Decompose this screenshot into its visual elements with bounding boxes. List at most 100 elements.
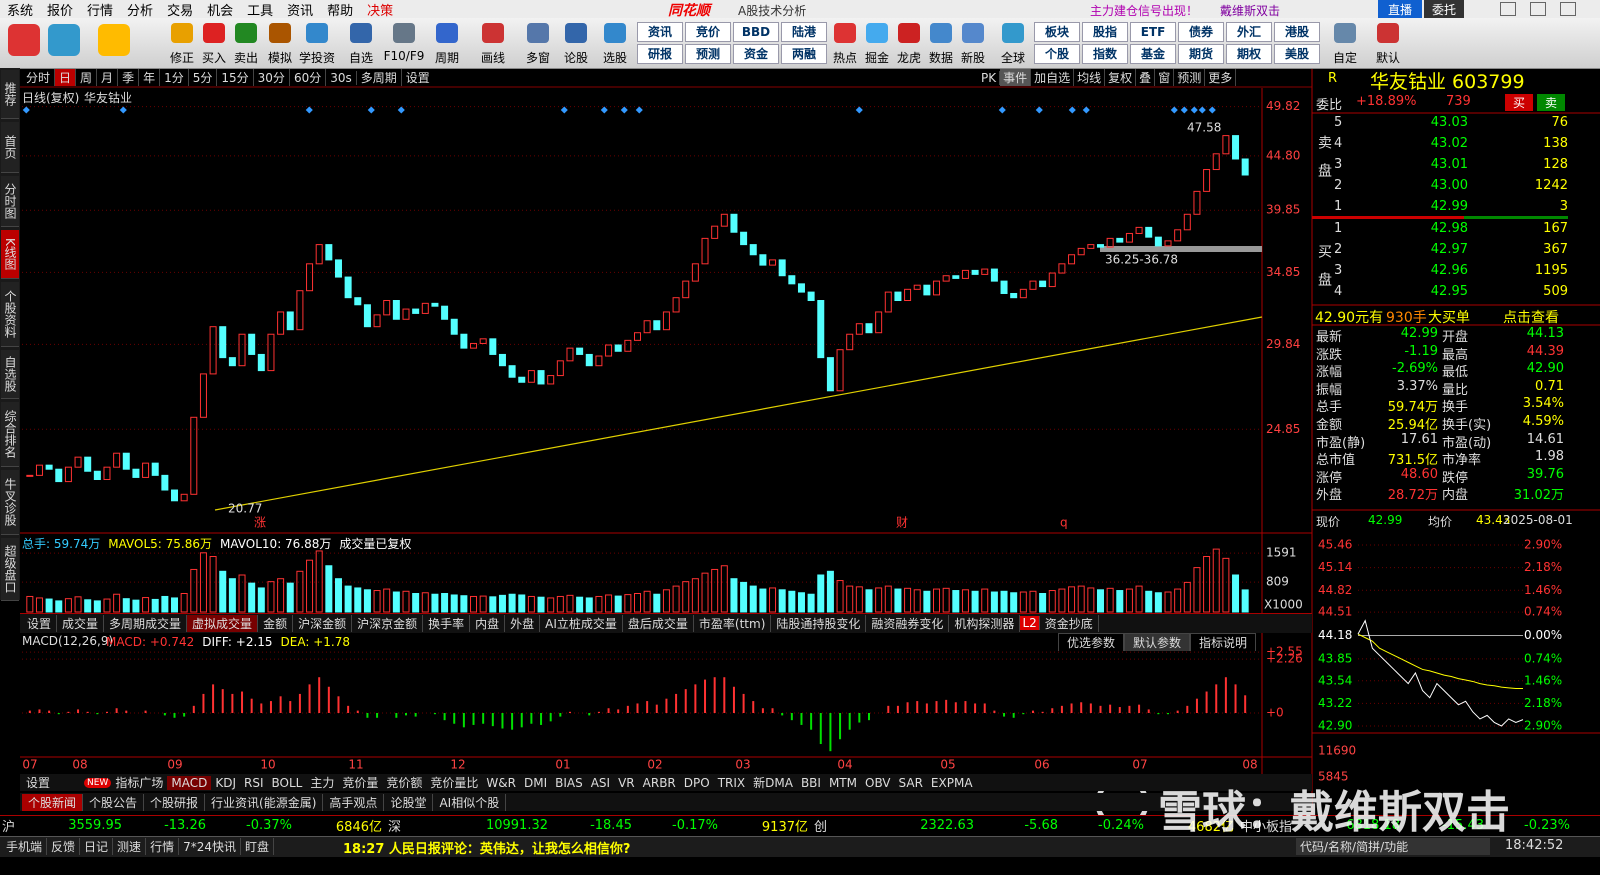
toolbar-button[interactable]: 龙虎 (896, 51, 921, 65)
toolbar-icon[interactable] (604, 23, 626, 43)
indicator-tabs-item[interactable]: 新DMA (753, 776, 793, 790)
side-tab[interactable]: 综合排名 (1, 402, 19, 467)
volume-tabs-item[interactable]: 融资融券变化 (866, 614, 950, 632)
toolbar-icon[interactable] (866, 23, 888, 43)
chart-tools-item[interactable]: 窗 (1155, 69, 1175, 86)
app-icon[interactable] (48, 24, 80, 56)
toolbar-icon[interactable] (482, 23, 504, 43)
side-tab[interactable]: 牛叉诊股 (1, 470, 19, 535)
period-tabs-item[interactable]: 多周期 (357, 69, 402, 86)
status-items-item[interactable]: 手机端 (2, 837, 48, 855)
side-tab[interactable]: 推荐 (1, 70, 19, 119)
indicator-tabs-item[interactable]: DMI (523, 775, 548, 790)
news-tabs-item[interactable]: 个股公告 (83, 793, 145, 811)
indicator-tabs-item[interactable]: RSI (244, 775, 264, 790)
quick-button[interactable]: 外汇 (1226, 22, 1272, 42)
toolbar-button[interactable]: 自选 (348, 51, 373, 65)
toolbar-button[interactable]: 模拟 (267, 51, 292, 65)
toolbar-icon[interactable] (203, 23, 225, 43)
status-items-item[interactable]: 盯盘 (241, 837, 274, 855)
indicator-tabs-item[interactable]: ARBR (642, 775, 676, 790)
indicator-tabs-item[interactable]: BIAS (555, 775, 583, 790)
search-box[interactable]: 代码/名称/简拼/功能 (1296, 838, 1490, 855)
indicator-tabs-item[interactable]: BOLL (271, 775, 303, 790)
toolbar-icon[interactable] (898, 23, 920, 43)
toolbar-icon[interactable] (1002, 23, 1024, 43)
news-tabs-item[interactable]: AI相似个股 (433, 793, 507, 811)
volume-tabs-item[interactable]: 盘后成交量 (623, 614, 694, 632)
side-tab[interactable]: K线图 (1, 230, 19, 279)
menu-bar-item[interactable]: 报价 (47, 3, 74, 19)
buy-button[interactable]: 买 (1505, 94, 1534, 111)
news-tabs-item[interactable]: 行业资讯(能源金属) (205, 793, 324, 811)
chart-tools-item[interactable]: 叠 (1136, 69, 1156, 86)
param-buttons-item[interactable]: 默认参数 (1124, 633, 1191, 651)
toolbar-button[interactable]: F10/F9 (383, 49, 425, 63)
volume-tabs-item[interactable]: 外盘 (505, 614, 541, 632)
toolbar-icon[interactable] (930, 23, 952, 43)
quick-button[interactable]: 资讯 (637, 22, 683, 42)
quick-button[interactable]: 两融 (781, 44, 827, 64)
volume-tabs-item[interactable]: 金额 (258, 614, 294, 632)
indicator-tabs-item[interactable]: VR (618, 775, 635, 790)
indicator-tabs-item[interactable]: ASI (590, 775, 611, 790)
volume-tabs-item[interactable]: 成交量 (57, 614, 105, 632)
chart-tools-item[interactable]: 均线 (1074, 69, 1106, 86)
menu-bar-item[interactable]: 机会 (207, 3, 234, 19)
toolbar-button[interactable]: 学投资 (298, 51, 335, 65)
toolbar-icon[interactable] (171, 23, 193, 43)
side-tab[interactable]: 自选股 (1, 350, 19, 399)
menu-bar-item[interactable]: 行情 (87, 3, 114, 19)
indicator-tabs-item[interactable]: 竞价量比 (430, 776, 479, 790)
chart-tools-item[interactable]: PK (978, 70, 1001, 85)
toolbar-button[interactable]: 多窗 (525, 51, 550, 65)
param-buttons-item[interactable]: 优选参数 (1058, 633, 1125, 651)
period-tabs-item[interactable]: 年 (139, 69, 161, 86)
news-tabs-item[interactable]: 个股研报 (144, 793, 206, 811)
toolbar-button[interactable]: 新股 (960, 51, 985, 65)
chart-tools-item[interactable]: 加自选 (1031, 69, 1075, 86)
quick-button[interactable]: 研报 (637, 44, 683, 64)
quick-button[interactable]: 资金 (733, 44, 779, 64)
menu-bar-item[interactable]: 交易 (167, 3, 194, 19)
indicator-tabs-item[interactable]: OBV (865, 775, 891, 790)
sell-button[interactable]: 卖 (1537, 94, 1566, 111)
indicator-tabs-item[interactable]: BBI (800, 775, 821, 790)
quick-button[interactable]: 美股 (1274, 44, 1320, 64)
indicator-tabs-item[interactable]: KDJ (215, 775, 236, 790)
toolbar-icon[interactable] (269, 23, 291, 43)
quick-button[interactable]: 股指 (1082, 22, 1128, 42)
chart-tools-item[interactable]: 事件 (1000, 69, 1032, 86)
indicator-tabs-item[interactable]: 指标广场 (115, 776, 164, 790)
period-tabs-item[interactable]: 周 (76, 69, 98, 86)
indicator-tabs-item[interactable]: NEW (84, 777, 112, 788)
quick-button[interactable]: BBD (733, 22, 779, 42)
news-tabs-item[interactable]: 个股新闻 (22, 793, 84, 811)
toolbar-button[interactable]: 数据 (928, 51, 953, 65)
volume-tabs-item[interactable]: 沪深金额 (293, 614, 353, 632)
quick-button[interactable]: 竞价 (685, 22, 731, 42)
side-tab[interactable]: 分时图 (1, 176, 19, 227)
chart-tools-item[interactable]: 预测 (1174, 69, 1206, 86)
toolbar-icon[interactable] (235, 23, 257, 43)
live-button[interactable]: 直播 (1378, 0, 1423, 19)
quick-button[interactable]: 期货 (1178, 44, 1224, 64)
toolbar-button[interactable]: 自定 (1332, 51, 1357, 65)
toolbar-button[interactable]: 卖出 (233, 51, 258, 65)
volume-tabs-item[interactable]: 虚拟成交量 (187, 614, 259, 632)
quick-button[interactable]: 期权 (1226, 44, 1272, 64)
news-ticker[interactable]: 18:27 人民日报评论：英伟达，让我怎么相信你? (343, 842, 631, 857)
quick-button[interactable]: ETF (1130, 22, 1176, 42)
volume-tabs-item[interactable]: 多周期成交量 (104, 614, 188, 632)
big-order[interactable]: 点击查看 (1503, 310, 1559, 326)
volume-tabs-item[interactable]: 机构探测器 (949, 614, 1021, 632)
quick-button[interactable]: 预测 (685, 44, 731, 64)
toolbar-icon[interactable] (834, 23, 856, 43)
period-tabs-item[interactable]: 15分 (217, 69, 254, 86)
quick-button[interactable]: 债券 (1178, 22, 1224, 42)
period-tabs-item[interactable]: 分时 (22, 69, 56, 86)
indicator-tabs-item[interactable]: TRIX (717, 775, 746, 790)
toolbar-icon[interactable] (1334, 23, 1356, 43)
volume-tabs-item[interactable]: AI立桩成交量 (540, 614, 623, 632)
toolbar-button[interactable]: 默认 (1375, 51, 1400, 65)
